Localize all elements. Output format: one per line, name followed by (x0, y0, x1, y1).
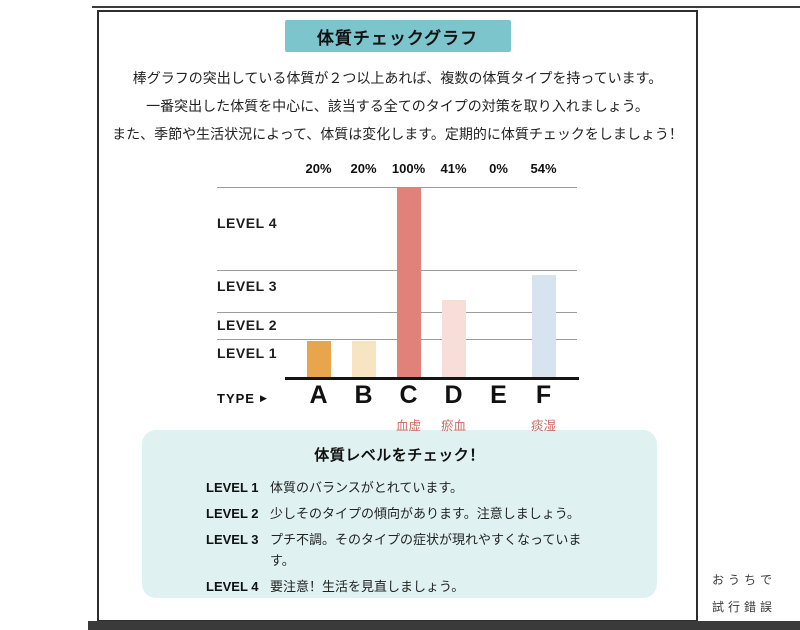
intro-line: 棒グラフの突出している体質が２つ以上あれば、複数の体質タイプを持っています。 (132, 70, 663, 86)
legend-list: LEVEL 1 体質のバランスがとれています。 LEVEL 2 少しそのタイプの傾向が… (142, 477, 657, 597)
legend-item-label: LEVEL 3 (206, 532, 259, 547)
legend-title: 体質レベルをチェック！ (314, 447, 485, 464)
legend-item-label: LEVEL 2 (206, 506, 259, 521)
type-arrow-icon: ▶ (259, 393, 268, 403)
category-sub-label: 瘀血 (440, 419, 466, 433)
intro-line: また、季節や生活状況によって、体質は変化します。定期的に体質チェックをしましょう… (112, 126, 683, 142)
bar-D (441, 300, 466, 379)
page-title: 体質チェックグラフ (316, 28, 479, 48)
value-label: 54% (530, 161, 557, 176)
value-label: 0% (489, 161, 508, 176)
chart-column: 0% E (476, 161, 521, 409)
value-label: 20% (350, 161, 377, 176)
content-frame: 体質チェックグラフ 棒グラフの突出している体質が２つ以上あれば、複数の体質タイプ… (97, 10, 698, 622)
bar-B (351, 340, 376, 379)
legend-item: LEVEL 1 体質のバランスがとれています。 (142, 477, 657, 498)
legend-item: LEVEL 2 少しそのタイプの傾向があります。注意しましょう。 (142, 503, 657, 524)
legend-item-text: 体質のバランスがとれています。 (270, 480, 464, 495)
value-label: 100% (391, 161, 426, 176)
type-axis-label: TYPE ▶ (217, 391, 268, 406)
bar-C (396, 187, 421, 379)
category-sub-label: 痰湿 (530, 419, 556, 433)
chart-column: 100% C 血虚 (386, 161, 431, 433)
intro-line: 一番突出した体質を中心に、該当する全てのタイプの対策を取り入れましょう。 (146, 98, 649, 114)
value-label: 20% (305, 161, 332, 176)
category-label: C (399, 381, 418, 409)
type-axis-text: TYPE (217, 391, 255, 406)
watermark-line: おうちで (712, 573, 777, 587)
category-label: F (535, 381, 552, 409)
legend-item-text: 少しそのタイプの傾向があります。注意しましょう。 (270, 506, 580, 521)
watermark: おうちで 試行錯誤 (712, 567, 776, 621)
chart-column: 41% D 瘀血 (431, 161, 476, 433)
level-axis-label: LEVEL 2 (217, 317, 278, 333)
chart-columns: 20% A 20% B 100% C 血虚 41% D 瘀血 0% E 54% F 痰湿 (296, 161, 566, 433)
page-edge-strip (88, 621, 800, 630)
legend-item: LEVEL 3 プチ不調。そのタイプの症状が現れやすくなっています。 (142, 529, 657, 571)
category-sub-label: 血虚 (395, 419, 421, 433)
legend-box: 体質レベルをチェック！ LEVEL 1 体質のバランスがとれています。 LEVEL … (142, 430, 657, 598)
category-label: B (354, 381, 373, 409)
legend-item-label: LEVEL 4 (206, 579, 259, 594)
bar-F (531, 275, 556, 379)
category-label: D (444, 381, 463, 409)
chart-column: 54% F 痰湿 (521, 161, 566, 433)
chart-baseline (285, 377, 579, 380)
legend-item-text: 要注意！生活を見直しましょう。 (270, 579, 465, 594)
legend-item-label: LEVEL 1 (206, 480, 259, 495)
legend-item-text: プチ不調。そのタイプの症状が現れやすくなっています。 (270, 532, 582, 568)
intro-text: 棒グラフの突出している体質が２つ以上あれば、複数の体質タイプを持っています。 一… (99, 64, 696, 148)
legend-item: LEVEL 4 要注意！生活を見直しましょう。 (142, 576, 657, 597)
value-label: 41% (440, 161, 467, 176)
level-axis-label: LEVEL 3 (217, 278, 278, 294)
watermark-line: 試行錯誤 (712, 600, 777, 614)
category-label: E (490, 381, 507, 409)
bar-A (306, 340, 331, 379)
chart-column: 20% B (341, 161, 386, 409)
chart-column: 20% A (296, 161, 341, 409)
page-border-top (92, 6, 800, 8)
title-badge: 体質チェックグラフ (284, 20, 511, 52)
category-label: A (309, 381, 328, 409)
level-axis-label: LEVEL 4 (217, 215, 278, 231)
level-axis-label: LEVEL 1 (217, 345, 278, 361)
chart-plot: 20% A 20% B 100% C 血虚 41% D 瘀血 0% E 54% F 痰湿 TYPE ▶ LE… (217, 161, 579, 433)
